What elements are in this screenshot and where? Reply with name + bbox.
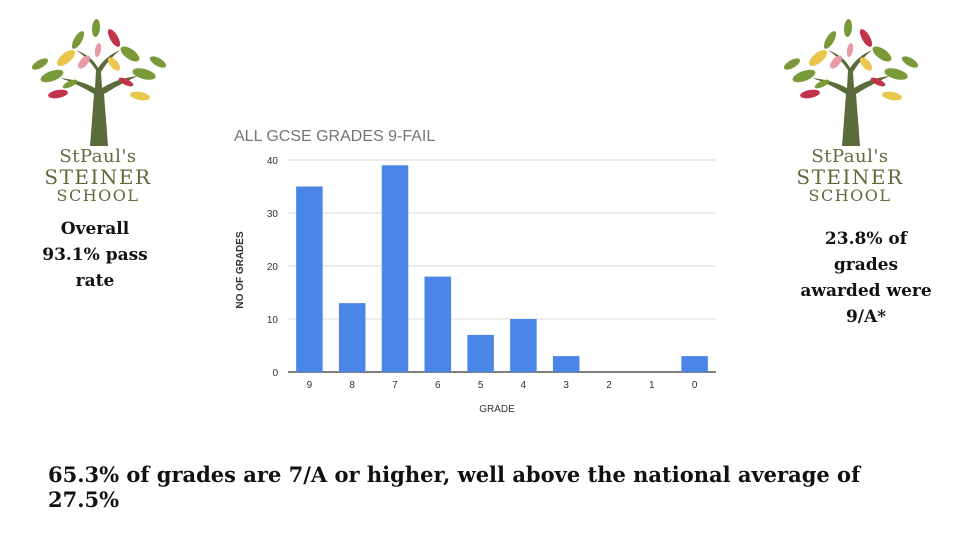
logo-line-3: SCHOOL xyxy=(808,185,892,205)
bar-grade-9 xyxy=(296,186,323,372)
bar-grade-6 xyxy=(424,276,452,372)
logo-line-1: StPaul's xyxy=(59,146,137,167)
y-tick-label: 10 xyxy=(267,315,279,326)
bar-grade-8 xyxy=(338,303,366,372)
pass-rate-line-3: rate xyxy=(75,271,115,291)
top-grade-line-3: awarded were xyxy=(800,281,932,301)
top-grade-line-4: 9/A* xyxy=(845,307,887,327)
x-tick-label: 9 xyxy=(307,380,313,391)
pass-rate-line-2: 93.1% pass xyxy=(42,245,148,265)
top-grade-line-2: grades xyxy=(833,255,899,275)
bar-grade-4 xyxy=(510,319,537,372)
bar-grade-3 xyxy=(552,356,580,372)
y-tick-label: 20 xyxy=(267,262,279,273)
x-tick-label: 4 xyxy=(521,380,527,391)
bar-grade-7 xyxy=(381,165,409,372)
footer-statement: 65.3% of grades are 7/A or higher, well … xyxy=(48,462,861,512)
x-tick-label: 1 xyxy=(649,380,655,391)
bar-grade-0 xyxy=(681,356,708,372)
top-grade-line-1: 23.8% of xyxy=(824,229,908,249)
y-tick-label: 30 xyxy=(267,209,279,220)
x-tick-label: 2 xyxy=(606,380,612,391)
bar-grade-5 xyxy=(467,334,494,372)
x-axis-label: GRADE xyxy=(479,404,515,415)
x-tick-label: 6 xyxy=(435,380,441,391)
chart-title: ALL GCSE GRADES 9-FAIL xyxy=(234,128,435,145)
logo-line-1: StPaul's xyxy=(811,146,889,167)
y-tick-label: 0 xyxy=(272,368,278,379)
x-tick-label: 3 xyxy=(563,380,569,391)
logo-line-3: SCHOOL xyxy=(56,185,140,205)
logo-line-2: STEINER xyxy=(796,164,904,189)
y-tick-label: 40 xyxy=(267,156,279,167)
school-logo-right: StPaul's STEINER SCHOOL xyxy=(770,14,930,214)
top-grade-note: 23.8% of grades awarded were 9/A* xyxy=(796,226,936,330)
logo-line-2: STEINER xyxy=(44,164,152,189)
x-tick-label: 0 xyxy=(692,380,698,391)
x-tick-label: 7 xyxy=(392,380,398,391)
y-axis-label: NO OF GRADES xyxy=(235,231,246,309)
school-logo-left: StPaul's STEINER SCHOOL xyxy=(18,14,178,214)
pass-rate-line-1: Overall xyxy=(60,219,130,239)
x-tick-label: 8 xyxy=(349,380,355,391)
x-tick-label: 5 xyxy=(478,380,484,391)
tree-icon xyxy=(31,19,167,146)
pass-rate-note: Overall 93.1% pass rate xyxy=(28,216,162,294)
tree-icon xyxy=(783,19,919,146)
